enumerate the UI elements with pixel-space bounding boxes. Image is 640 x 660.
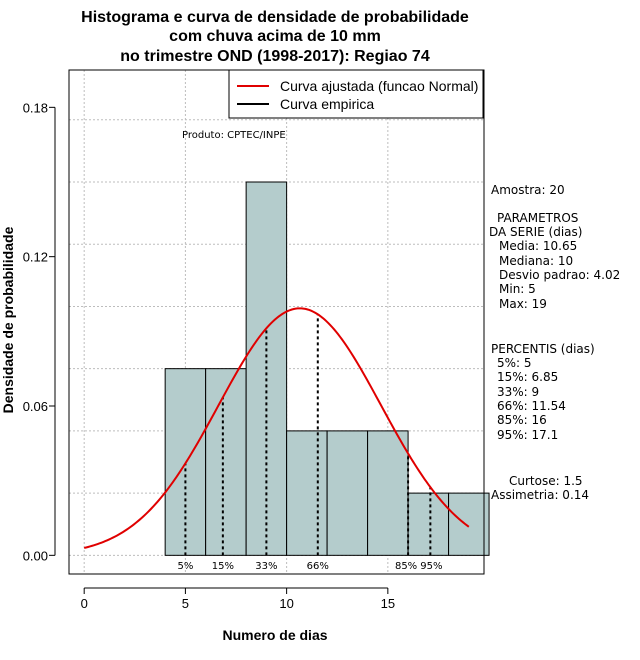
stat-media: Media: 10.65 xyxy=(499,239,577,253)
stat-amostra: Amostra: 20 xyxy=(491,183,565,197)
percentile-label-33: 33% xyxy=(255,561,277,572)
legend-label-fitted: Curva ajustada (funcao Normal) xyxy=(280,78,478,94)
y-tick-label-0.18: 0.18 xyxy=(23,100,48,115)
stats-panel: Amostra: 20 PARAMETROS DA SERIE (dias) M… xyxy=(489,183,620,502)
stat-p5: 5%: 5 xyxy=(497,356,532,370)
legend-box xyxy=(228,69,484,119)
histogram-bar-5 xyxy=(326,430,369,556)
percentile-lines: 5% 15% 33% 66% 85% 95% xyxy=(177,314,442,572)
stat-p95: 95%: 17.1 xyxy=(497,428,558,442)
percentile-label-5: 5% xyxy=(177,561,193,572)
chart-title-line-3: no trimestre OND (1998-2017): Regiao 74 xyxy=(120,48,430,65)
percentile-label-85: 85% xyxy=(395,561,417,572)
histogram-bar-4 xyxy=(286,430,328,556)
stat-mediana: Mediana: 10 xyxy=(499,254,573,268)
stat-desvio: Desvio padrao: 4.02 xyxy=(499,268,620,282)
legend-label-empirical: Curva empirica xyxy=(280,96,374,112)
percentile-label-66: 66% xyxy=(307,561,329,572)
stat-p33: 33%: 9 xyxy=(497,385,539,399)
percentile-label-95: 95% xyxy=(420,561,442,572)
stat-parametros-heading: PARAMETROS xyxy=(497,211,578,225)
x-tick-label-0: 0 xyxy=(81,596,88,611)
legend: Curva ajustada (funcao Normal) Curva emp… xyxy=(228,69,484,119)
histogram-bar-8 xyxy=(448,492,490,556)
percentile-label-15: 15% xyxy=(212,561,234,572)
histogram-bar-2 xyxy=(205,368,247,556)
stat-p66: 66%: 11.54 xyxy=(497,399,566,413)
y-axis-title: Densidade de probabilidade xyxy=(0,226,16,413)
x-tick-label-10: 10 xyxy=(279,596,293,611)
histogram-bar-6 xyxy=(367,430,409,556)
stat-p15: 15%: 6.85 xyxy=(497,370,558,384)
fitted-curve-path xyxy=(83,307,470,549)
product-annotation: Produto: CPTEC/INPE xyxy=(182,130,286,141)
stat-max: Max: 19 xyxy=(499,297,547,311)
y-tick-label-0.06: 0.06 xyxy=(23,399,48,414)
stat-assimetria: Assimetria: 0.14 xyxy=(491,488,589,502)
y-tick-label-0.12: 0.12 xyxy=(23,250,48,265)
x-tick-label-5: 5 xyxy=(182,596,189,611)
chart-title-line-2: com chuva acima de 10 mm xyxy=(169,28,381,45)
fitted-normal-curve xyxy=(83,307,470,549)
axes: 0 5 10 15 0.00 0.06 0.12 0.18 xyxy=(23,100,395,611)
stat-curtose: Curtose: 1.5 xyxy=(509,474,583,488)
y-tick-label-0.00: 0.00 xyxy=(23,548,48,563)
x-axis-title: Numero de dias xyxy=(222,627,327,643)
x-tick-label-15: 15 xyxy=(381,596,395,611)
stat-parametros-subheading: DA SERIE (dias) xyxy=(489,225,582,239)
stat-p85: 85%: 16 xyxy=(497,413,547,427)
stat-min: Min: 5 xyxy=(499,282,536,296)
chart-title-line-1: Histograma e curva de densidade de proba… xyxy=(81,9,469,26)
stat-percentis-heading: PERCENTIS (dias) xyxy=(491,342,595,356)
